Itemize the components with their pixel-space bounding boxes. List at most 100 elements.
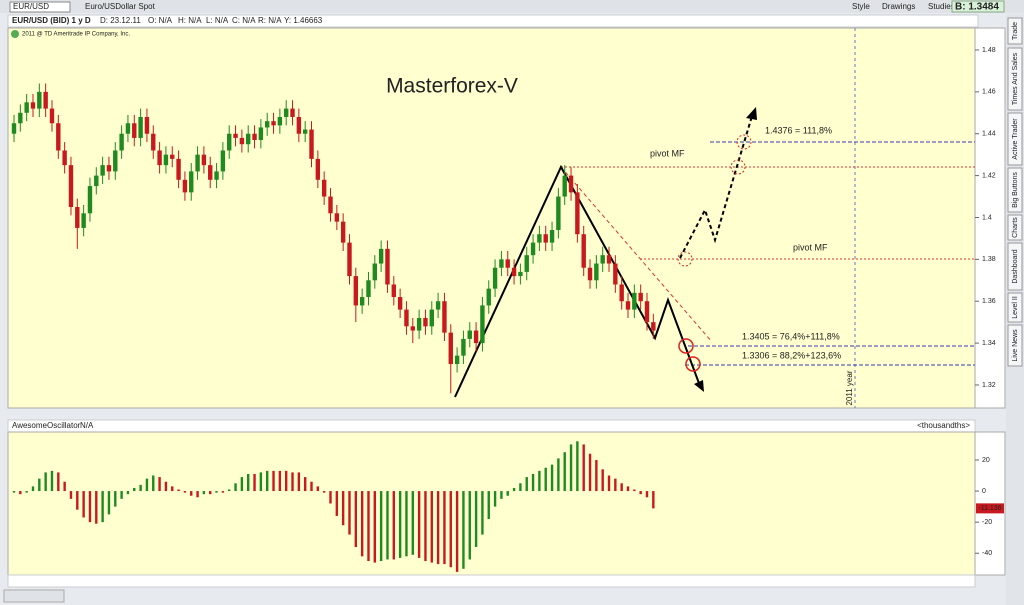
candle-body: [562, 175, 567, 197]
side-tab[interactable]: [1007, 112, 1023, 166]
candle-body: [416, 317, 422, 331]
oscillator-bar: [44, 472, 47, 492]
symbol: EUR/USD: [13, 2, 49, 11]
oscillator-bar: [95, 491, 98, 524]
info-bar: [7, 14, 979, 28]
candle-body: [87, 186, 93, 214]
oscillator-bar: [69, 491, 73, 499]
oscillator-bar: [645, 491, 649, 498]
info-item: R: N/A: [258, 16, 282, 25]
price-plot: 1.321.341.361.381.41.421.441.461.4804.07…: [11, 47, 996, 585]
candle-body: [290, 108, 295, 117]
oscillator-bar: [310, 481, 313, 492]
date-axis: [7, 574, 976, 588]
candle-body: [651, 322, 656, 331]
oscillator-bar: [531, 473, 535, 492]
target-circle: [678, 338, 694, 354]
copyright: 2011 @ TD Ameritrade IP Company, Inc.: [22, 32, 130, 38]
oscillator-pane: [7, 431, 976, 576]
candle-body: [163, 154, 169, 166]
annotation: pivot MF: [793, 242, 828, 252]
oscillator-bar: [284, 470, 288, 492]
oscillator-bar: [101, 491, 104, 523]
channel-line: [560, 166, 713, 343]
oscillator-bar: [335, 491, 339, 516]
oscillator-bar: [525, 477, 528, 492]
oscillator-bar: [607, 475, 611, 492]
candle-body: [391, 284, 396, 298]
oscillator-bar: [234, 483, 237, 492]
y-tick-label: 1.36: [982, 298, 996, 305]
oscillator-bar: [228, 489, 231, 492]
oscillator-bar: [639, 491, 642, 495]
candle-body: [537, 234, 542, 243]
oscillator-bar: [221, 491, 225, 493]
arrow-head: [746, 107, 757, 120]
symbol-box[interactable]: [9, 1, 71, 13]
oscillator-plot: -40 -20 0 20 -11.136: [12, 441, 1004, 572]
studies-button[interactable]: Studies: [928, 2, 955, 11]
side-tab[interactable]: [1007, 292, 1023, 323]
oscillator-bar: [405, 491, 408, 557]
info-item: Y: 1.46663: [284, 16, 323, 25]
oscillator-bar: [278, 470, 282, 492]
candle-body: [505, 259, 510, 268]
drawings-button[interactable]: Drawings: [882, 2, 915, 11]
candle-body: [201, 154, 207, 166]
candle-body: [423, 317, 428, 327]
oscillator-bar: [614, 478, 617, 492]
oscillator-bar: [506, 491, 509, 496]
candle-body: [340, 221, 346, 243]
oscillator-bar: [417, 491, 421, 558]
side-tab-label: Trade: [1012, 22, 1019, 40]
side-tab[interactable]: [1007, 242, 1023, 291]
oscillator-bar: [63, 481, 66, 492]
y-tick-label: 1.4: [982, 214, 992, 221]
side-tab[interactable]: [1007, 17, 1023, 45]
side-tab[interactable]: [1007, 324, 1023, 367]
y-tick-label: 1.48: [982, 47, 996, 54]
candle-body: [258, 127, 264, 141]
oscillator-bar: [474, 491, 478, 548]
oscillator-bar: [620, 483, 623, 492]
y-tick-label: -20: [982, 519, 992, 526]
oscillator-bar: [190, 491, 193, 496]
toolbar: [0, 0, 1024, 13]
candle-body: [511, 267, 517, 277]
candle-body: [106, 165, 112, 172]
candle-body: [315, 158, 321, 180]
candle-body: [581, 234, 586, 268]
side-tab-label: Active Trader: [1012, 118, 1019, 160]
side-tab[interactable]: [1007, 47, 1023, 111]
candle-body: [353, 276, 359, 306]
candle-body: [208, 165, 213, 180]
candle-body: [638, 292, 643, 302]
side-tab[interactable]: [1007, 167, 1023, 213]
info-group: EUR/USD (BID) 1 y D D: 23.12.11 O: N/A H: N…: [12, 16, 323, 25]
oscillator-bar: [493, 491, 497, 507]
candle-body: [271, 121, 276, 126]
oscillator-bar: [367, 491, 370, 562]
last-value-box: [976, 503, 1004, 514]
oscillator-bar: [576, 441, 579, 492]
description: Euro/USDollar Spot: [85, 2, 156, 11]
oscillator-bar: [392, 491, 395, 560]
oscillator-bar: [512, 487, 516, 492]
side-tab-label: Big Buttons: [1012, 172, 1019, 208]
oscillator-bar: [38, 478, 41, 492]
zoom-controls[interactable]: [3, 589, 65, 603]
candle-body: [68, 165, 74, 208]
y-tick-label: 1.46: [982, 89, 996, 96]
oscillator-bar: [436, 491, 440, 565]
style-button[interactable]: Style: [852, 2, 870, 11]
candle-body: [24, 102, 29, 113]
candle-body: [100, 165, 105, 176]
candle-body: [144, 116, 150, 134]
candle-body: [283, 108, 289, 117]
candle-body: [632, 292, 637, 310]
candle-body: [56, 123, 61, 151]
candle-body: [170, 154, 175, 159]
side-tab[interactable]: [1007, 214, 1023, 241]
info-item: C: N/A: [232, 16, 256, 25]
candle-body: [49, 108, 55, 124]
